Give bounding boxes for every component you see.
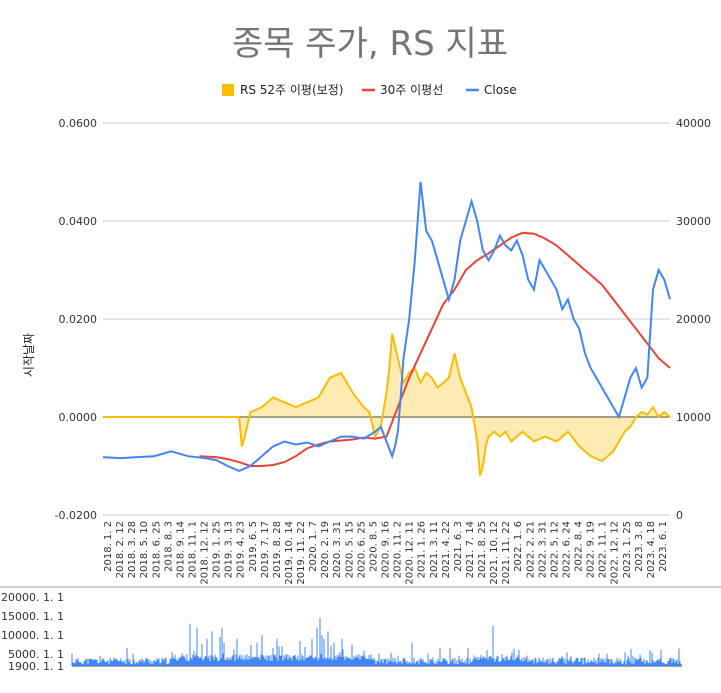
x-tick-label: 2022. 5. 12: [549, 521, 560, 578]
legend-label: RS 52주 이평(보정): [240, 83, 343, 97]
x-tick-label: 2022. 11. 1: [598, 521, 609, 578]
x-tick-label: 2020. 9. 16: [381, 521, 392, 578]
x-axis-ticks: 2018. 1. 2 2018. 2. 12 2018. 3. 28 2018. 5.…: [103, 521, 669, 585]
x-tick-label: 2019. 6. 5: [248, 521, 259, 572]
x-tick-label: 2023. 6. 1: [658, 521, 669, 572]
legend-label: Close: [484, 83, 517, 97]
plot-area: [102, 181, 671, 477]
x-tick-label: 2021. 1. 26: [417, 521, 428, 578]
left-tick-label: 0.0600: [59, 117, 98, 130]
x-tick-label: 2020. 1. 7: [308, 521, 319, 572]
x-tick-label: 2019. 8. 28: [272, 521, 283, 578]
x-tick-label: 2018. 9. 14: [175, 521, 186, 578]
x-tick-label: 2018. 6. 25: [151, 521, 162, 578]
legend: RS 52주 이평(보정) 30주 이평선 Close: [222, 83, 517, 97]
right-tick-label: 30000: [676, 215, 711, 228]
x-tick-label: 2022. 9. 19: [586, 521, 597, 578]
right-axis-ticks: 40000 30000 20000 10000 0: [676, 117, 711, 522]
right-tick-label: 0: [676, 509, 683, 522]
x-tick-label: 2021. 10. 12: [489, 521, 500, 585]
volume-bars: [71, 617, 682, 666]
volume-tick-label: 5000. 1. 1: [8, 648, 64, 661]
x-tick-label: 2019. 7. 17: [260, 521, 271, 578]
x-tick-label: 2022. 8. 4: [574, 521, 585, 572]
x-tick-label: 2020. 12. 11: [405, 521, 416, 585]
x-tick-label: 2021. 7. 14: [465, 521, 476, 578]
rs-line: [103, 333, 671, 477]
x-tick-label: 2022. 6. 24: [561, 521, 572, 578]
x-tick-label: 2019. 4. 23: [236, 521, 247, 578]
x-tick-label: 2021. 11. 22: [501, 521, 512, 585]
volume-tick-label: 20000. 1. 1: [1, 591, 64, 604]
left-axis-ticks: 0.0600 0.0400 0.0200 0.0000 -0.0200: [55, 117, 97, 522]
x-tick-label: 2020. 6. 25: [356, 521, 367, 578]
left-tick-label: 0.0200: [59, 313, 98, 326]
legend-swatch: [222, 84, 234, 96]
left-tick-label: 0.0000: [59, 411, 98, 424]
x-tick-label: 2018. 3. 28: [127, 521, 138, 578]
x-tick-label: 2018. 12. 12: [200, 521, 211, 585]
x-tick-label: 2019. 3. 13: [224, 521, 235, 578]
left-tick-label: -0.0200: [55, 509, 97, 522]
x-tick-label: 2020. 5. 15: [344, 521, 355, 578]
y-axis-label: 시작날짜: [22, 333, 36, 377]
x-tick-label: 2021. 6. 3: [453, 521, 464, 572]
x-tick-label: 2023. 3. 8: [634, 521, 645, 572]
x-tick-label: 2020. 2. 19: [320, 521, 331, 578]
x-tick-label: 2022. 1. 6: [513, 521, 524, 572]
x-tick-label: 2023. 1. 25: [622, 521, 633, 578]
right-tick-label: 40000: [676, 117, 711, 130]
x-tick-label: 2022. 3. 31: [537, 521, 548, 578]
right-tick-label: 10000: [676, 411, 711, 424]
x-tick-label: 2023. 4. 18: [646, 521, 657, 578]
x-tick-label: 2019. 10. 14: [284, 521, 295, 585]
ma30-line: [199, 231, 671, 467]
x-tick-label: 2018. 1. 2: [103, 521, 114, 572]
x-tick-label: 2020. 11. 2: [393, 521, 404, 578]
chart-title: 종목 주가, RS 지표: [232, 24, 508, 64]
x-tick-label: 2022. 2. 21: [525, 521, 536, 578]
rs-area-fill: [103, 333, 670, 476]
volume-tick-label: 10000. 1. 1: [1, 629, 64, 642]
close-line: [102, 181, 671, 472]
x-tick-label: 2018. 8. 3: [163, 521, 174, 572]
x-tick-label: 2020. 3. 31: [332, 521, 343, 578]
x-tick-label: 2018. 11. 1: [187, 521, 198, 578]
x-tick-label: 2021. 4. 22: [441, 521, 452, 578]
right-tick-label: 20000: [676, 313, 711, 326]
left-tick-label: 0.0400: [59, 215, 98, 228]
volume-tick-label: 1900. 1. 1: [8, 660, 64, 673]
x-tick-label: 2021. 8. 25: [477, 521, 488, 578]
x-tick-label: 2022. 12. 12: [610, 521, 621, 585]
x-tick-label: 2021. 3. 11: [429, 521, 440, 578]
legend-label: 30주 이평선: [380, 83, 443, 97]
volume-tick-label: 15000. 1. 1: [1, 610, 64, 623]
x-tick-label: 2020. 8. 5: [368, 521, 379, 572]
x-tick-label: 2018. 5. 10: [139, 521, 150, 578]
x-tick-label: 2018. 2. 12: [115, 521, 126, 578]
x-tick-label: 2019. 1. 25: [212, 521, 223, 578]
x-tick-label: 2019. 11. 22: [296, 521, 307, 585]
